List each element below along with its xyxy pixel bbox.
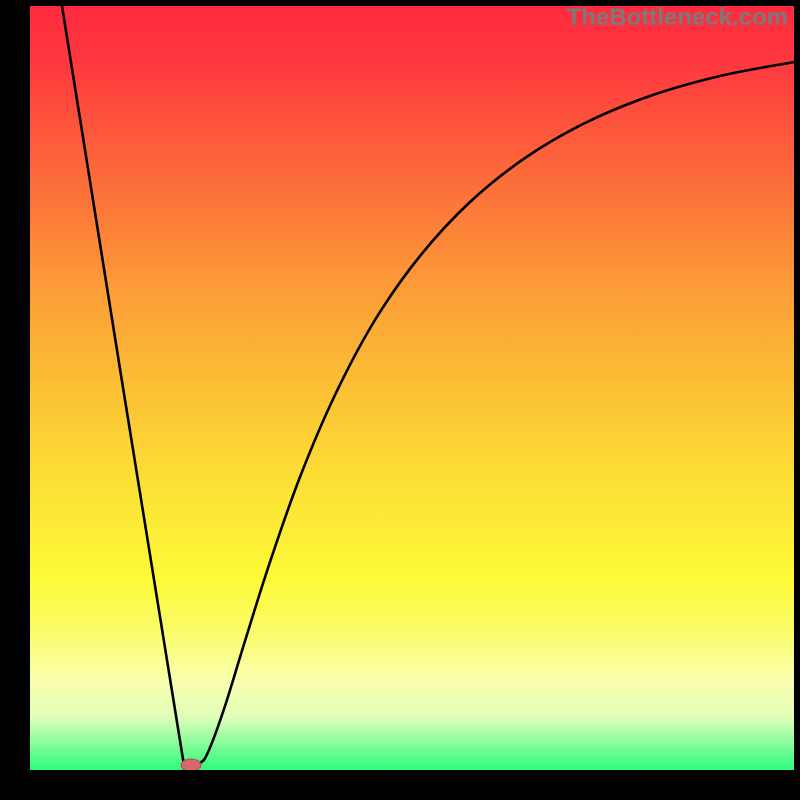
- watermark-text: TheBottleneck.com: [567, 4, 788, 32]
- chart-container: TheBottleneck.com: [0, 0, 800, 800]
- plot-area: [30, 6, 794, 770]
- optimal-point-marker: [181, 759, 201, 770]
- gradient-background: [30, 6, 794, 770]
